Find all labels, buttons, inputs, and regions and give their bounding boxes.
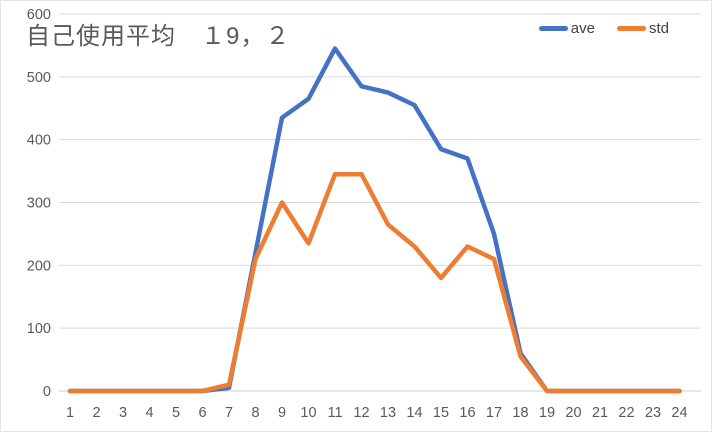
x-tick-label: 23	[645, 405, 661, 421]
x-tick-label: 6	[198, 405, 206, 421]
legend-label-ave: ave	[570, 20, 595, 37]
legend-label-std: std	[648, 20, 669, 37]
legend-marker-ave	[538, 26, 568, 31]
legend-item-ave[interactable]: ave	[538, 20, 595, 37]
x-tick-label: 16	[459, 405, 475, 421]
y-tick-label: 600	[27, 7, 51, 23]
x-tick-label: 20	[565, 405, 581, 421]
y-tick-label: 400	[27, 133, 51, 149]
x-tick-label: 24	[671, 405, 687, 421]
y-tick-label: 100	[27, 321, 51, 337]
y-tick-label: 500	[27, 70, 51, 86]
x-tick-label: 21	[592, 405, 608, 421]
y-tick-label: 200	[27, 258, 51, 274]
x-tick-label: 15	[433, 405, 449, 421]
x-tick-label: 10	[300, 405, 316, 421]
legend-item-std[interactable]: std	[616, 20, 669, 37]
x-tick-label: 12	[353, 405, 369, 421]
legend: ave std	[538, 20, 669, 37]
x-tick-label: 11	[327, 405, 342, 421]
x-tick-label: 9	[278, 405, 286, 421]
x-tick-label: 8	[251, 405, 259, 421]
x-tick-label: 2	[92, 405, 100, 421]
x-tick-label: 19	[539, 405, 555, 421]
x-tick-label: 7	[225, 405, 233, 421]
x-tick-label: 3	[119, 405, 127, 421]
x-tick-label: 5	[172, 405, 180, 421]
x-tick-label: 18	[512, 405, 528, 421]
x-tick-label: 13	[380, 405, 396, 421]
series-line-ave[interactable]	[67, 46, 682, 394]
y-tick-label: 300	[27, 196, 51, 212]
x-tick-label: 17	[486, 405, 502, 421]
x-tick-label: 22	[618, 405, 634, 421]
chart-title: 自己使用平均 １9，２	[26, 23, 291, 50]
x-tick-label: 14	[406, 405, 422, 421]
x-tick-label: 1	[66, 405, 74, 421]
x-tick-label: 4	[145, 405, 153, 421]
y-tick-label: 0	[43, 384, 51, 400]
legend-marker-std	[616, 26, 646, 31]
series-line-std[interactable]	[67, 171, 682, 394]
